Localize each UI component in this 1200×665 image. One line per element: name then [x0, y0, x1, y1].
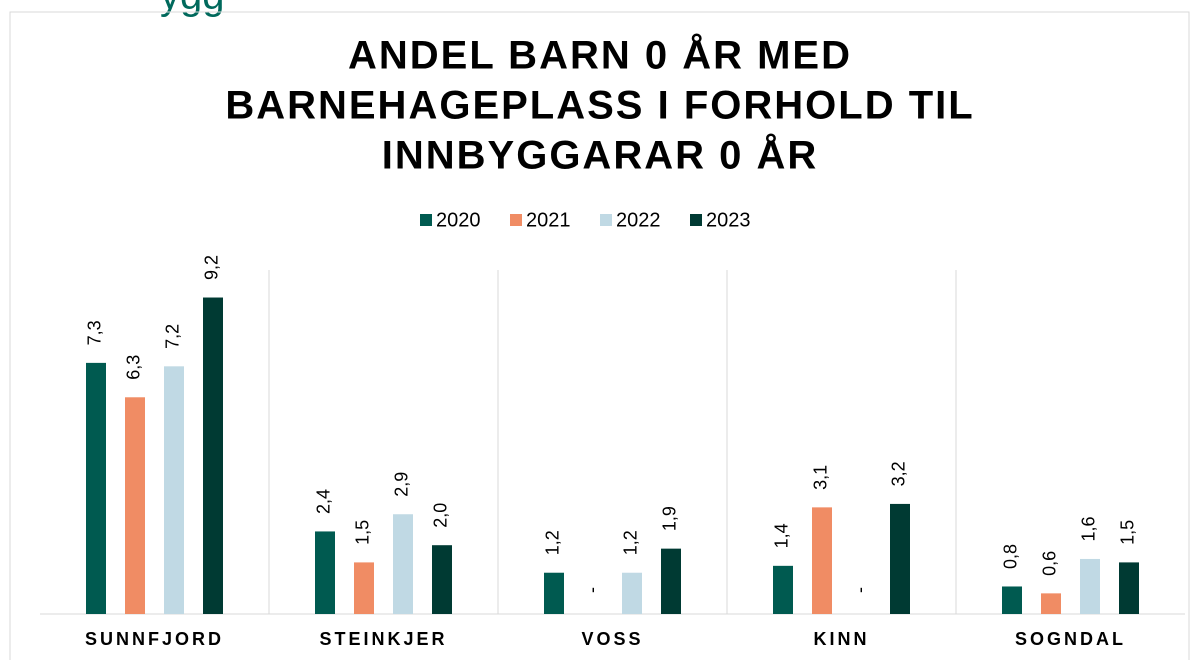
bar [315, 531, 335, 614]
data-label: 0,8 [1001, 544, 1021, 569]
bar [890, 503, 910, 614]
data-label: 2,0 [431, 503, 451, 528]
bar [432, 545, 452, 614]
data-label: 7,2 [163, 324, 183, 349]
bar [125, 397, 145, 614]
x-tick-label: VOSS [581, 629, 643, 649]
data-label: 0,6 [1040, 551, 1060, 576]
x-tick-label: STEINKJER [319, 629, 447, 649]
x-tick-label: KINN [814, 629, 870, 649]
bar [1002, 586, 1022, 614]
data-label: - [850, 587, 870, 593]
chart-title: ANDEL BARN 0 ÅR MED [348, 33, 852, 78]
x-tick-label: SUNNFJORD [85, 629, 224, 649]
bar [86, 362, 106, 614]
data-label: 3,2 [889, 461, 909, 486]
bar [164, 366, 184, 614]
data-label: 1,6 [1079, 516, 1099, 541]
bar [203, 297, 223, 614]
header-fragment: ygg [160, 0, 225, 18]
bar [1080, 558, 1100, 614]
data-label: 9,2 [202, 255, 222, 280]
legend-swatch [420, 214, 432, 226]
data-label: 7,3 [85, 320, 105, 345]
data-label: 6,3 [124, 355, 144, 380]
chart-title: BARNEHAGEPLASS I FORHOLD TIL [225, 84, 974, 128]
bar [393, 514, 413, 614]
bar [622, 572, 642, 614]
bar [773, 565, 793, 614]
x-tick-label: SOGNDAL [1015, 629, 1126, 649]
bar [1041, 593, 1061, 614]
legend-swatch [690, 214, 702, 226]
bar [661, 548, 681, 614]
data-label: 1,2 [621, 530, 641, 555]
legend-label: 2020 [436, 209, 481, 231]
data-label: - [582, 587, 602, 593]
legend-label: 2022 [616, 209, 661, 231]
legend-label: 2023 [706, 209, 751, 231]
data-label: 2,9 [392, 472, 412, 497]
bar [544, 572, 564, 614]
data-label: 1,4 [772, 523, 792, 548]
data-label: 1,5 [1118, 520, 1138, 545]
legend-swatch [600, 214, 612, 226]
data-label: 2,4 [314, 489, 334, 514]
chart-frame [9, 11, 1190, 665]
chart-title: INNBYGGARAR 0 ÅR [382, 133, 818, 178]
legend-swatch [510, 214, 522, 226]
data-label: 1,2 [543, 530, 563, 555]
legend-label: 2021 [526, 209, 571, 231]
bar [1119, 562, 1139, 614]
data-label: 1,9 [660, 506, 680, 531]
bar [812, 507, 832, 614]
data-label: 3,1 [811, 465, 831, 490]
data-label: 1,5 [353, 520, 373, 545]
bar [354, 562, 374, 614]
